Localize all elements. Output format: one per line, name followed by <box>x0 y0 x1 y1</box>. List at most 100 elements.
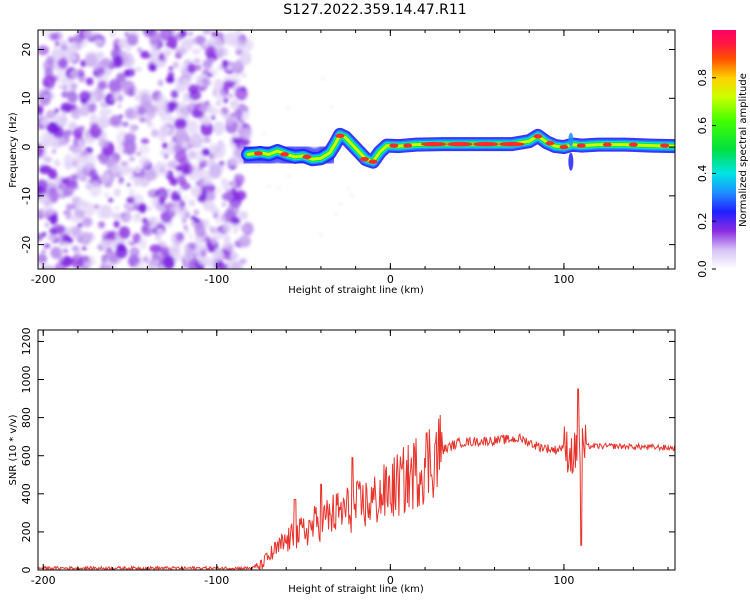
noise-blob <box>213 78 224 90</box>
noise-blob <box>67 211 72 216</box>
noise-blob <box>126 33 139 47</box>
noise-blob <box>221 202 227 207</box>
noise-blob <box>149 244 162 253</box>
noise-blob <box>236 190 247 201</box>
noise-blob <box>238 210 249 220</box>
spectrogram-y-axis-label: Frequency (Hz) <box>8 112 19 188</box>
noise-blobs <box>38 30 354 269</box>
noise-blob <box>181 77 189 86</box>
noise-blob <box>202 30 212 35</box>
noise-blob <box>207 104 214 111</box>
noise-blob <box>109 30 116 38</box>
noise-blob <box>138 144 150 155</box>
noise-blob <box>166 101 178 111</box>
noise-blob <box>194 223 206 238</box>
noise-blob <box>56 68 64 75</box>
noise-blob <box>49 32 59 41</box>
noise-blob <box>40 263 51 269</box>
noise-blob <box>116 72 126 83</box>
noise-blob <box>137 202 147 214</box>
noise-blob <box>71 204 76 209</box>
y-tick-label: 400 <box>20 483 33 504</box>
noise-blob <box>212 88 218 93</box>
ridge-hotspot <box>253 151 263 156</box>
noise-blob <box>99 172 112 184</box>
noise-blob <box>40 140 48 149</box>
noise-blob <box>170 89 179 99</box>
snr-x-axis-label: Height of straight line (km) <box>288 584 424 595</box>
noise-blob <box>159 124 170 137</box>
noise-blob <box>188 89 202 101</box>
noise-blob <box>134 212 141 219</box>
x-tick-label: 100 <box>553 273 574 286</box>
noise-blob <box>96 67 106 75</box>
noise-blob <box>46 234 56 242</box>
noise-blob <box>215 217 221 224</box>
noise-blob <box>71 245 79 252</box>
noise-blob <box>140 138 150 145</box>
noise-speck <box>347 187 350 191</box>
noise-blob <box>85 135 95 145</box>
noise-blob <box>39 165 52 175</box>
y-tick-label: 600 <box>20 445 33 466</box>
noise-blob <box>46 121 59 135</box>
noise-blob <box>79 90 91 103</box>
noise-blob <box>230 180 237 188</box>
noise-blob <box>93 32 102 40</box>
noise-blob <box>38 106 44 116</box>
noise-blob <box>71 157 82 165</box>
y-tick-label: -10 <box>20 187 33 205</box>
noise-blob <box>187 63 197 74</box>
noise-blob <box>194 35 207 46</box>
noise-blob <box>109 115 122 127</box>
noise-blob <box>162 255 175 269</box>
noise-blob <box>63 129 73 137</box>
noise-blob <box>98 138 109 148</box>
noise-blob <box>122 80 136 96</box>
noise-blob <box>210 187 215 192</box>
noise-blob <box>99 264 107 269</box>
noise-blob <box>239 51 252 66</box>
noise-blob <box>136 66 142 72</box>
noise-blob <box>53 224 66 235</box>
noise-blob <box>169 176 178 186</box>
noise-blob <box>200 77 211 85</box>
noise-blob <box>166 189 171 193</box>
noise-blob <box>193 58 201 64</box>
x-tick-label: -200 <box>31 574 56 587</box>
noise-blob <box>163 153 169 159</box>
noise-blob <box>168 160 178 170</box>
noise-blob <box>99 108 110 118</box>
x-tick-label: -100 <box>204 574 229 587</box>
noise-blob <box>146 118 152 125</box>
noise-blob <box>147 54 152 59</box>
noise-blob <box>120 213 125 218</box>
ridge-hotspot <box>498 141 525 147</box>
noise-blob <box>202 59 213 70</box>
noise-blob <box>69 103 77 111</box>
frequency-ridge <box>237 127 675 171</box>
noise-blob <box>141 217 148 224</box>
noise-blob <box>159 246 171 256</box>
ridge-hotspot <box>472 141 499 147</box>
noise-blob <box>202 41 210 48</box>
ridge-hotspot <box>446 141 473 147</box>
noise-blob <box>132 193 144 206</box>
noise-blob <box>117 94 124 102</box>
noise-blob <box>147 205 152 212</box>
noise-blob <box>79 231 92 246</box>
noise-blob <box>195 64 202 71</box>
noise-speck <box>268 184 271 188</box>
noise-blob <box>148 63 157 72</box>
noise-blob <box>241 86 246 92</box>
noise-blob <box>190 38 198 45</box>
noise-blob <box>215 247 222 253</box>
noise-blob <box>51 168 57 173</box>
noise-blob <box>204 119 211 126</box>
noise-blob <box>190 186 202 197</box>
noise-blob <box>38 262 42 268</box>
noise-blob <box>230 251 239 261</box>
noise-blob <box>64 106 70 112</box>
noise-blob <box>68 226 75 232</box>
